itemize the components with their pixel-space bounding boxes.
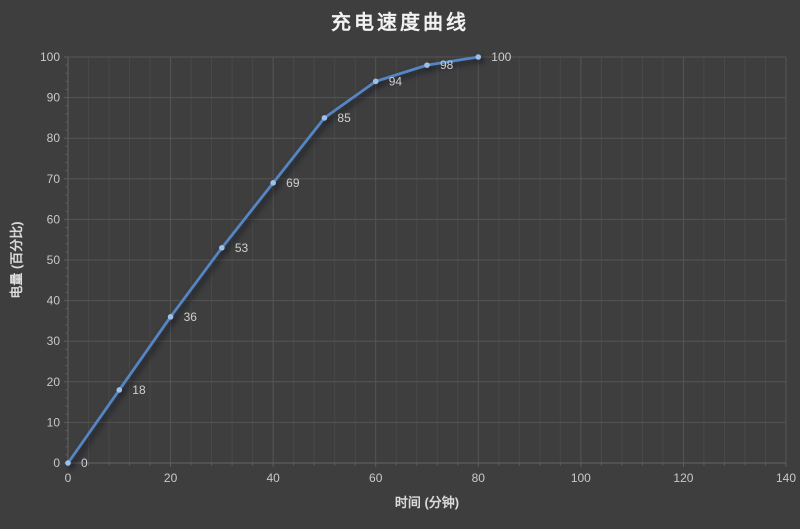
x-axis-title: 时间 (分钟) bbox=[394, 495, 460, 510]
y-tick-label: 100 bbox=[40, 50, 60, 64]
series-charge bbox=[65, 54, 482, 466]
x-tick-label: 100 bbox=[571, 471, 591, 485]
y-tick-label: 40 bbox=[47, 294, 61, 308]
data-point-label: 94 bbox=[389, 74, 403, 88]
data-point bbox=[116, 387, 123, 393]
data-point-label: 98 bbox=[440, 58, 454, 72]
y-tick-label: 20 bbox=[47, 375, 61, 389]
data-point bbox=[167, 314, 174, 320]
data-point bbox=[475, 54, 482, 60]
data-point bbox=[372, 78, 379, 85]
data-point-label: 53 bbox=[235, 241, 249, 255]
data-point-label: 85 bbox=[337, 111, 351, 125]
y-tick-label: 90 bbox=[47, 91, 61, 105]
data-point bbox=[270, 180, 276, 186]
y-tick-label: 0 bbox=[53, 456, 60, 470]
y-tick-label: 60 bbox=[47, 212, 61, 226]
x-tick-label: 60 bbox=[369, 471, 383, 485]
x-tick-label: 0 bbox=[65, 471, 72, 485]
y-tick-label: 70 bbox=[47, 172, 61, 186]
y-tick-label: 30 bbox=[47, 334, 61, 348]
data-point-label: 36 bbox=[184, 310, 198, 324]
data-point-label: 100 bbox=[491, 50, 511, 64]
x-tick-label: 20 bbox=[164, 471, 178, 485]
data-point-label: 69 bbox=[286, 176, 300, 190]
data-point bbox=[219, 245, 225, 251]
data-point-label: 18 bbox=[132, 383, 146, 397]
x-tick-label: 40 bbox=[266, 471, 280, 485]
y-tick-label: 10 bbox=[47, 415, 61, 429]
data-point bbox=[424, 62, 430, 68]
data-point bbox=[321, 115, 328, 121]
y-tick-label: 50 bbox=[47, 253, 61, 267]
data-point-label: 0 bbox=[81, 456, 88, 470]
y-tick-label: 80 bbox=[47, 131, 61, 145]
x-tick-label: 120 bbox=[673, 471, 693, 485]
data-point bbox=[65, 460, 71, 466]
x-tick-label: 140 bbox=[776, 471, 796, 485]
x-tick-label: 80 bbox=[472, 471, 486, 485]
chart-title: 充电速度曲线 bbox=[331, 12, 469, 34]
